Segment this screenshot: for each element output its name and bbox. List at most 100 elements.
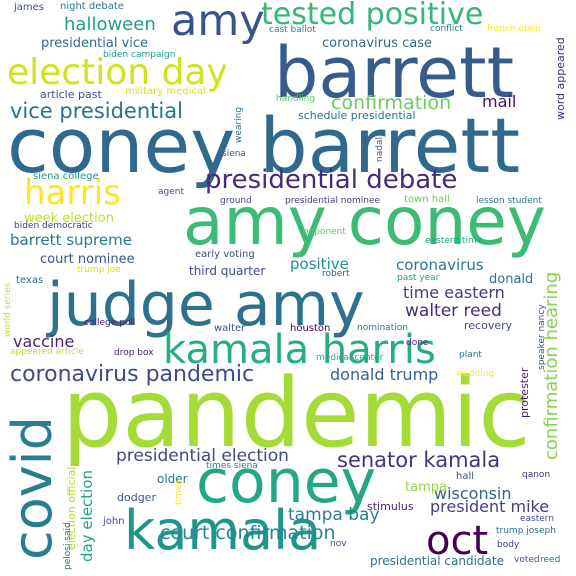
cloud-word: agent	[158, 187, 184, 197]
cloud-word: eastern	[520, 514, 555, 524]
cloud-word: confirmation	[331, 92, 452, 114]
cloud-word: plant	[459, 350, 482, 360]
cloud-word: opponent	[303, 227, 346, 237]
cloud-word: recovery	[464, 319, 513, 332]
cloud-word: third quarter	[189, 264, 266, 278]
cloud-word: walter reed	[405, 301, 502, 321]
cloud-word: coronavirus	[396, 256, 484, 274]
cloud-word: siena	[222, 149, 246, 159]
cloud-word: kamala	[124, 499, 322, 562]
cloud-word: wedding	[456, 369, 495, 379]
cloud-word: trump joseph	[496, 526, 556, 536]
cloud-word: robert	[322, 269, 350, 279]
cloud-word: older	[157, 472, 188, 486]
cloud-word: medical center	[316, 353, 384, 363]
cloud-word: kamala harris	[163, 327, 436, 373]
cloud-word: walter	[214, 323, 246, 334]
cloud-word: college poll	[84, 318, 136, 328]
cloud-word: time eastern	[403, 283, 505, 302]
cloud-word: article past	[40, 88, 102, 101]
cloud-word: amy	[171, 0, 265, 46]
cloud-word: military medical	[125, 86, 206, 97]
cloud-word: tampa bay	[288, 505, 380, 525]
cloud-word: court confirmation	[160, 522, 336, 544]
cloud-word: trump joe	[77, 265, 121, 275]
cloud-word: presidential vice	[41, 36, 149, 51]
cloud-word: wisconsin	[434, 484, 512, 503]
cloud-word: past year	[397, 273, 440, 283]
cloud-word: barrett	[274, 32, 515, 114]
cloud-word: harris	[24, 173, 121, 213]
cloud-word: president mike	[430, 497, 550, 516]
cloud-word: reed	[540, 555, 561, 565]
cloud-word: pandemic	[62, 359, 531, 469]
cloud-word: appeared article	[10, 347, 84, 357]
cloud-word: week election	[24, 211, 114, 226]
cloud-word: donald	[489, 272, 534, 287]
cloud-word: lesson student	[476, 196, 542, 206]
cloud-word: texas	[16, 275, 44, 286]
cloud-word: biden democratic	[14, 221, 93, 231]
cloud-word: presidential nominee	[285, 196, 381, 206]
cloud-word: john	[103, 516, 125, 527]
cloud-word: mail	[482, 92, 517, 111]
cloud-word: eastern time	[425, 236, 483, 246]
cloud-word: body	[497, 540, 520, 550]
cloud-word: election day	[7, 52, 228, 93]
cloud-word: vice presidential	[10, 99, 183, 123]
cloud-word: halloween	[64, 14, 156, 35]
cloud-word: coney	[196, 447, 377, 517]
cloud-word: coronavirus case	[322, 36, 432, 51]
cloud-word: tampa	[405, 480, 447, 495]
cloud-word: drop box	[114, 348, 154, 358]
cloud-word: town hall	[404, 194, 450, 205]
cloud-word: qanon	[522, 470, 551, 480]
cloud-word: tested positive	[261, 0, 484, 32]
cloud-word: day election	[78, 470, 96, 562]
cloud-word: early voting	[195, 249, 255, 260]
cloud-word: nadal	[375, 137, 385, 162]
cloud-word: handling	[276, 94, 316, 104]
cloud-word: wearing	[234, 106, 244, 143]
cloud-word: ground	[220, 196, 252, 206]
cloud-word: voted	[514, 555, 540, 565]
cloud-word: times siena	[206, 461, 258, 471]
cloud-word: coronavirus pandemic	[10, 362, 255, 387]
cloud-word: schedule presidential	[298, 109, 416, 122]
cloud-word: hall	[456, 471, 475, 482]
cloud-word: french open	[487, 24, 541, 34]
cloud-word: covid	[1, 416, 64, 560]
cloud-word: done	[406, 338, 429, 348]
cloud-word: presidential election	[116, 446, 289, 466]
cloud-word: vaccine	[13, 332, 75, 351]
cloud-word: pelosi said	[63, 522, 73, 570]
cloud-word: presidential debate	[205, 165, 458, 195]
cloud-word: biden campaign	[103, 50, 176, 60]
cloud-word: word appeared	[554, 37, 567, 120]
cloud-word: nomination	[357, 323, 408, 333]
cloud-word: times	[174, 479, 184, 505]
cloud-word: conflict	[430, 24, 463, 34]
cloud-word: presidential candidate	[370, 554, 504, 568]
cloud-word: stimulus	[367, 500, 414, 513]
cloud-word: barrett supreme	[10, 231, 132, 249]
cloud-word: speaker nancy	[537, 304, 547, 370]
cloud-word: night debate	[60, 1, 124, 12]
cloud-word: houston	[290, 323, 331, 334]
cloud-word: positive	[290, 255, 349, 273]
cloud-word: world series	[3, 282, 13, 337]
cloud-word: coney barrett	[7, 101, 520, 190]
cloud-word: donald trump	[330, 365, 439, 384]
cloud-word: james	[14, 2, 45, 13]
cloud-word: nov	[330, 539, 347, 549]
cloud-word: senator kamala	[337, 448, 501, 472]
cloud-word: court nominee	[40, 252, 135, 267]
cloud-word: dodger	[117, 491, 156, 504]
cloud-word: amy coney	[183, 183, 546, 260]
cloud-word: oct	[426, 518, 489, 564]
cloud-word: judge amy	[47, 270, 365, 340]
cloud-word: cast ballot	[269, 25, 316, 35]
cloud-word: protester	[518, 367, 531, 418]
cloud-word: siena college	[33, 171, 99, 182]
